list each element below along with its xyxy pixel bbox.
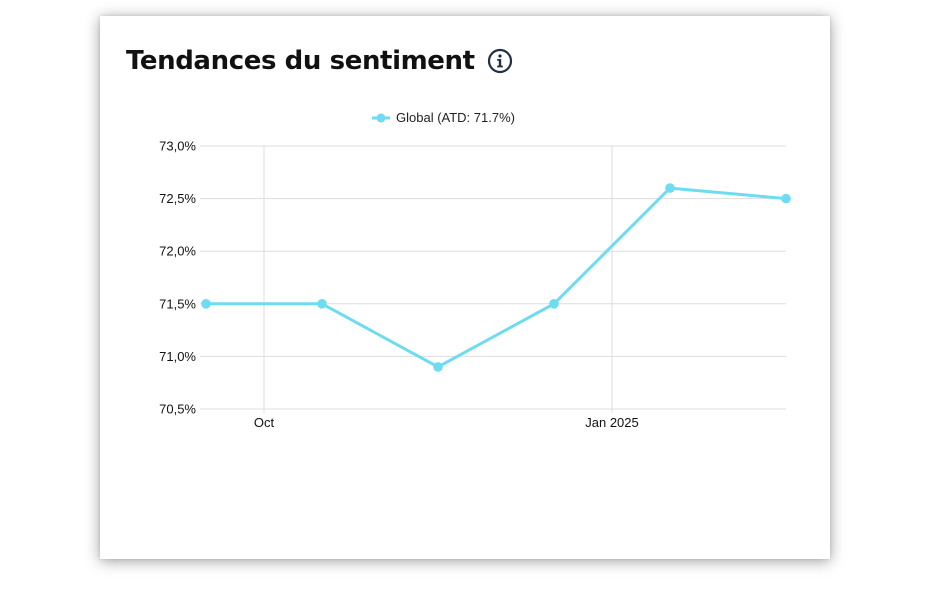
y-tick-label: 71,0%: [159, 349, 196, 364]
page-title: Tendances du sentiment: [126, 46, 475, 76]
data-point: [201, 299, 211, 309]
data-point: [433, 362, 443, 372]
x-tick-label: Jan 2025: [585, 415, 639, 430]
y-tick-label: 71,5%: [159, 296, 196, 311]
line-chart: 70,5% 71,0% 71,5% 72,0% 72,5% 73,0% Oct Jan 202…: [159, 139, 791, 430]
chart-card: Tendances du sentiment Global (ATD: 71.7…: [100, 16, 830, 559]
data-point: [549, 299, 559, 309]
data-point: [781, 193, 791, 204]
y-tick-label: 72,0%: [159, 244, 196, 259]
y-tick-label: 70,5%: [159, 402, 196, 417]
y-tick-label: 73,0%: [159, 139, 196, 154]
data-point: [665, 183, 675, 193]
series-line: [204, 186, 788, 369]
info-icon[interactable]: [487, 48, 513, 74]
legend-label: Global (ATD: 71.7%): [396, 110, 515, 125]
data-point: [317, 299, 327, 309]
title-row: Tendances du sentiment: [126, 46, 513, 76]
legend-swatch-icon: [372, 113, 390, 122]
x-tick-label: Oct: [254, 415, 275, 430]
y-tick-label: 72,5%: [159, 191, 196, 206]
chart-legend[interactable]: Global (ATD: 71.7%): [372, 110, 515, 125]
